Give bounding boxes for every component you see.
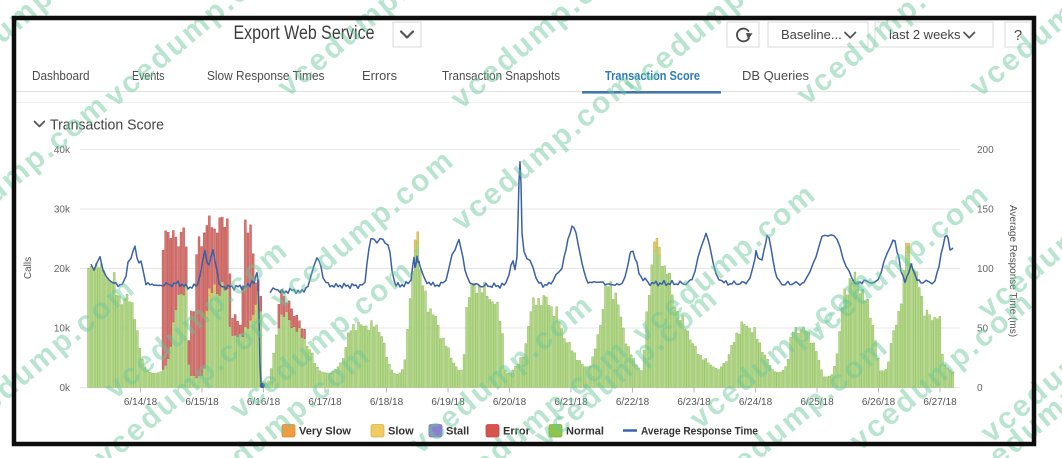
svg-text:Transaction Snapshots: Transaction Snapshots [442,68,560,83]
svg-text:Errors: Errors [362,68,397,83]
svg-text:vcedump.com: vcedump.com [963,0,1062,103]
svg-text:6/22/18: 6/22/18 [616,397,650,408]
svg-text:6/21/18: 6/21/18 [554,397,588,408]
svg-text:vcedump.com: vcedump.com [271,0,468,103]
svg-text:0: 0 [977,383,983,394]
svg-text:Average Response Time (ms): Average Response Time (ms) [1007,205,1018,337]
svg-text:vcedump.com: vcedump.com [617,0,814,101]
svg-text:40k: 40k [54,145,71,156]
svg-text:10k: 10k [54,324,71,335]
svg-text:6/26/18: 6/26/18 [862,397,896,408]
svg-text:200: 200 [977,145,994,156]
svg-text:6/23/18: 6/23/18 [677,397,711,408]
svg-text:6/15/18: 6/15/18 [185,397,219,408]
svg-text:Dashboard: Dashboard [32,68,90,83]
svg-text:6/20/18: 6/20/18 [493,397,527,408]
svg-text:Slow: Slow [388,426,414,438]
svg-text:Error: Error [503,426,531,438]
svg-text:?: ? [1014,27,1022,44]
svg-text:DB Queries: DB Queries [742,68,809,83]
svg-text:6/27/18: 6/27/18 [923,397,957,408]
svg-text:last 2 weeks: last 2 weeks [889,27,961,42]
svg-text:Transaction Score: Transaction Score [605,68,700,83]
svg-text:Very Slow: Very Slow [299,426,351,438]
svg-text:Normal: Normal [566,426,604,438]
svg-text:30k: 30k [54,205,71,216]
svg-text:vcedump.com: vcedump.com [0,88,115,261]
svg-text:Stall: Stall [446,426,469,438]
svg-text:0k: 0k [59,383,71,394]
svg-text:Baseline...: Baseline... [781,27,842,42]
svg-text:Transaction Score: Transaction Score [50,118,164,134]
svg-text:6/18/18: 6/18/18 [370,397,404,408]
svg-text:20k: 20k [54,264,71,275]
svg-text:Slow Response Times: Slow Response Times [207,68,325,83]
svg-text:6/16/18: 6/16/18 [247,397,281,408]
svg-text:6/24/18: 6/24/18 [739,397,773,408]
svg-text:6/19/18: 6/19/18 [431,397,465,408]
svg-text:6/17/18: 6/17/18 [308,397,342,408]
svg-text:Calls: Calls [23,257,34,279]
svg-text:50: 50 [977,324,989,335]
svg-text:150: 150 [977,205,994,216]
svg-text:Average Response Time: Average Response Time [641,426,758,438]
svg-text:6/14/18: 6/14/18 [124,397,158,408]
svg-text:6/25/18: 6/25/18 [800,397,834,408]
svg-text:Export Web Service: Export Web Service [234,23,375,44]
svg-text:100: 100 [977,264,994,275]
svg-text:Events: Events [132,68,165,83]
